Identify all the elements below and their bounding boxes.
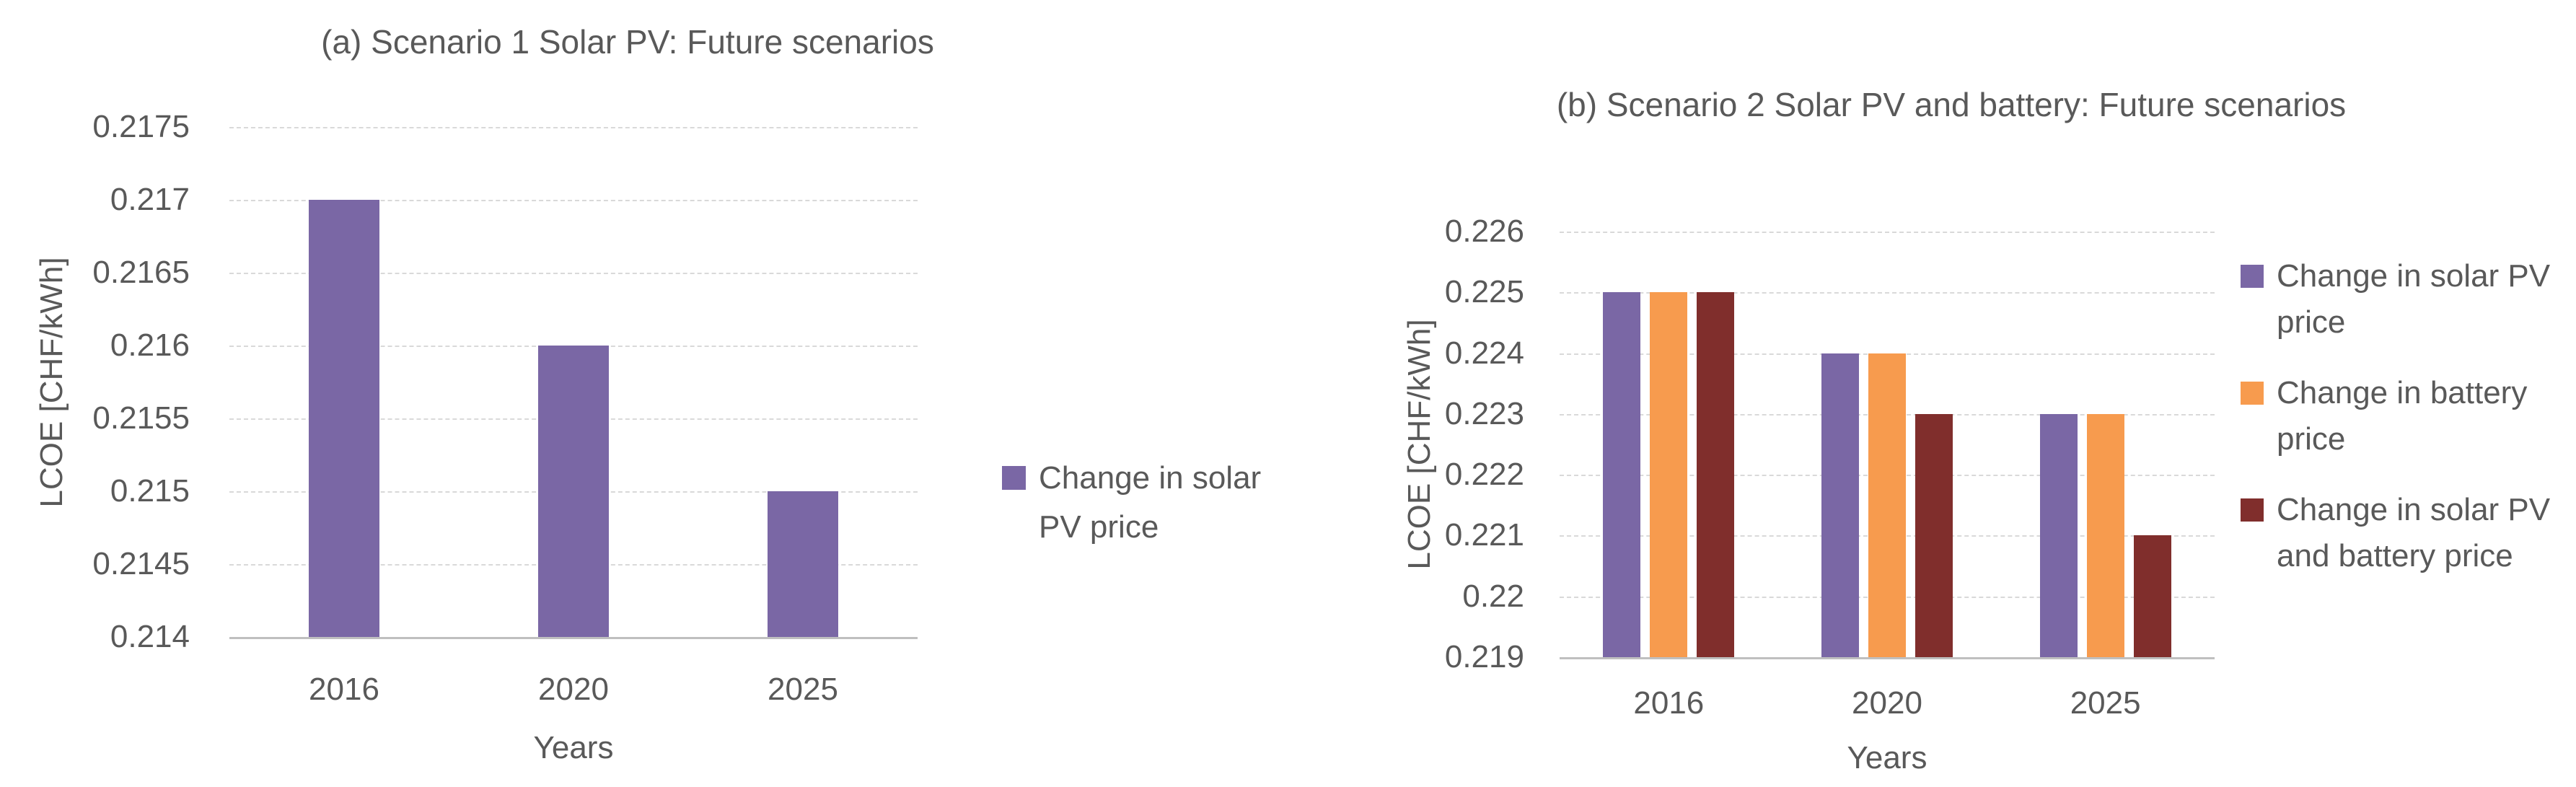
bar xyxy=(1868,353,1906,657)
legend-item: Change in solar PV price xyxy=(2241,253,2565,346)
y-tick-label: 0.215 xyxy=(110,473,190,509)
bar xyxy=(768,491,838,637)
y-tick-label: 0.214 xyxy=(110,619,190,654)
legend-item: Change in battery price xyxy=(2241,370,2565,462)
chart-a-x-axis-title: Years xyxy=(533,730,614,765)
gridline xyxy=(229,200,918,201)
chart-a-legend: Change in solar PV price xyxy=(1002,454,1295,552)
bar xyxy=(1603,292,1641,657)
legend-swatch-icon xyxy=(2241,382,2264,405)
gridline xyxy=(229,273,918,274)
legend-item: Change in solar PV and battery price xyxy=(2241,487,2565,579)
bar xyxy=(309,200,379,637)
y-tick-label: 0.2155 xyxy=(92,400,190,436)
chart-b-x-axis-title: Years xyxy=(1847,740,1927,775)
bar xyxy=(1650,292,1688,657)
y-tick-label: 0.223 xyxy=(1444,395,1524,431)
chart-b-plot-area xyxy=(1560,232,2215,659)
legend-swatch-icon xyxy=(2241,265,2264,288)
y-tick-label: 0.2145 xyxy=(92,546,190,581)
x-tick-label: 2025 xyxy=(2070,685,2141,721)
bar xyxy=(538,346,609,637)
x-axis-line xyxy=(1560,657,2215,659)
y-tick-label: 0.221 xyxy=(1444,517,1524,553)
y-tick-label: 0.2175 xyxy=(92,109,190,144)
bar xyxy=(1821,353,1859,657)
y-tick-label: 0.219 xyxy=(1444,639,1524,674)
legend-label: Change in solar PV and battery price xyxy=(2277,492,2551,573)
y-tick-label: 0.226 xyxy=(1444,214,1524,249)
gridline xyxy=(229,127,918,128)
y-tick-label: 0.217 xyxy=(110,182,190,217)
bar xyxy=(2133,535,2171,657)
bar xyxy=(2086,413,2124,657)
x-tick-label: 2020 xyxy=(1852,685,1922,721)
bar xyxy=(1697,292,1735,657)
y-tick-label: 0.2165 xyxy=(92,255,190,290)
legend-item: Change in solar PV price xyxy=(1002,454,1295,552)
legend-label: Change in battery price xyxy=(2277,375,2528,457)
y-tick-label: 0.216 xyxy=(110,327,190,363)
y-tick-label: 0.224 xyxy=(1444,335,1524,371)
legend-swatch-icon xyxy=(2241,498,2264,522)
bar xyxy=(1915,413,1953,657)
y-tick-label: 0.222 xyxy=(1444,457,1524,493)
x-tick-label: 2016 xyxy=(1633,685,1705,721)
chart-b-title: (b) Scenario 2 Solar PV and battery: Fut… xyxy=(1556,86,2347,123)
legend-label: Change in solar PV price xyxy=(1039,460,1262,545)
x-axis-line xyxy=(229,637,918,639)
y-tick-label: 0.225 xyxy=(1444,274,1524,310)
chart-a-title: (a) Scenario 1 Solar PV: Future scenario… xyxy=(321,23,934,61)
x-tick-label: 2020 xyxy=(538,672,609,707)
bar xyxy=(2039,413,2078,657)
x-tick-label: 2016 xyxy=(309,672,379,707)
legend-label: Change in solar PV price xyxy=(2277,258,2551,340)
chart-a-plot-area xyxy=(229,127,918,639)
y-tick-label: 0.22 xyxy=(1462,578,1524,614)
legend-swatch-icon xyxy=(1002,466,1026,490)
chart-b-legend: Change in solar PV price Change in batter… xyxy=(2241,253,2565,579)
gridline xyxy=(1560,232,2215,233)
x-tick-label: 2025 xyxy=(768,672,838,707)
gridline xyxy=(1560,292,2215,294)
